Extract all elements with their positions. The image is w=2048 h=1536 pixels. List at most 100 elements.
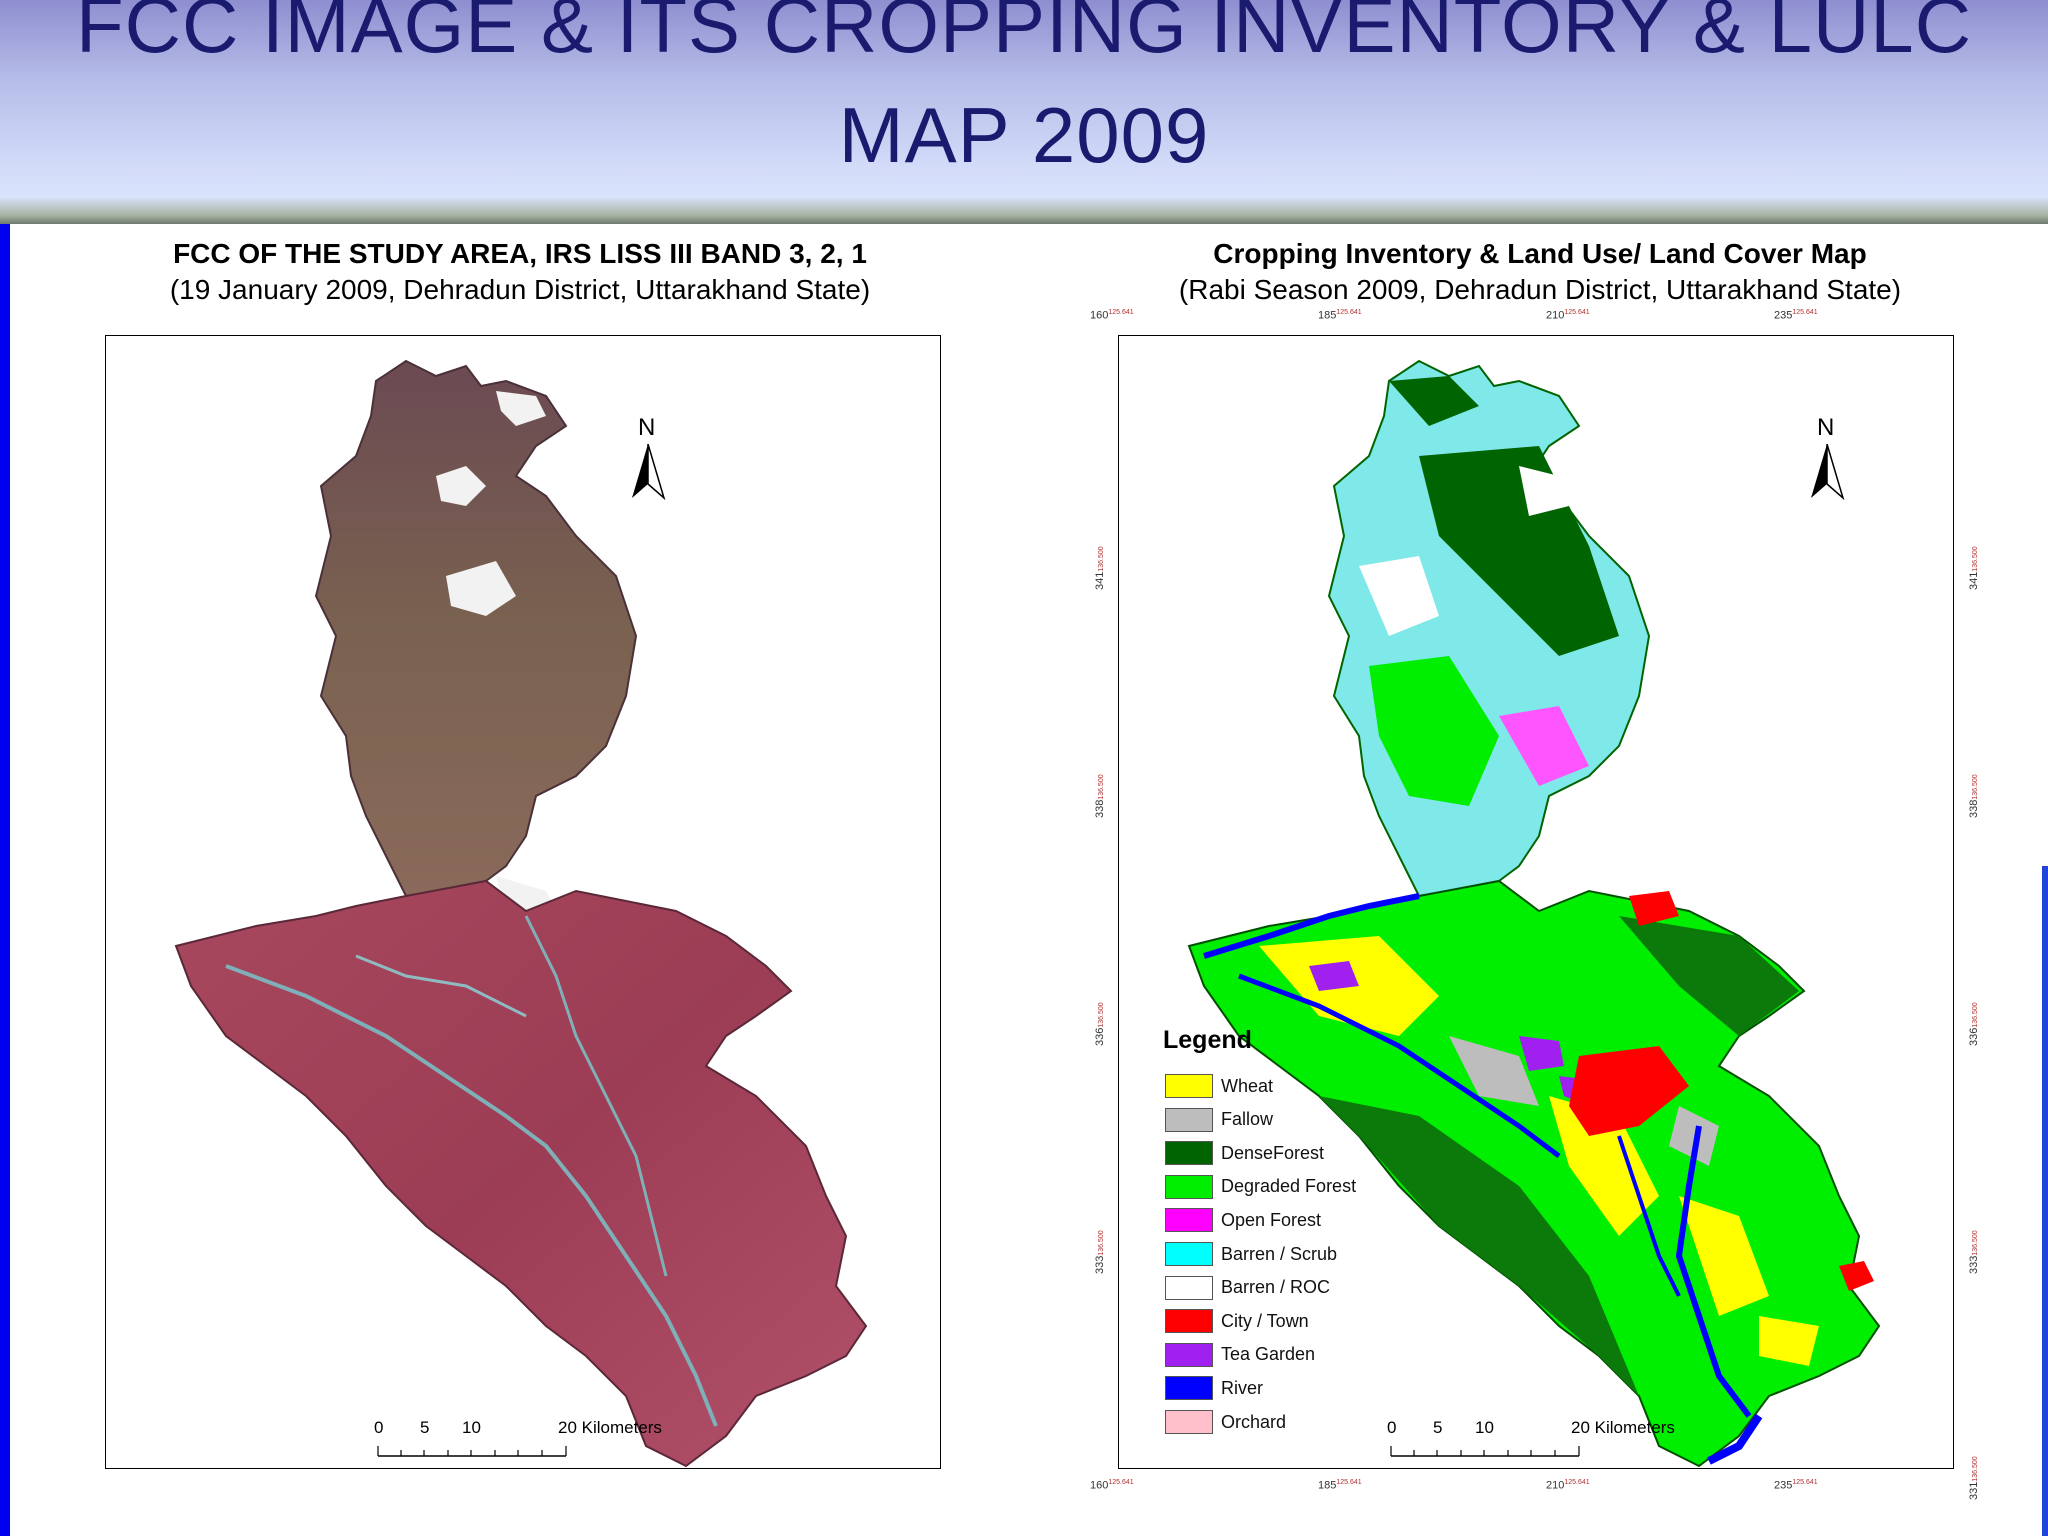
fcc-snow-patch: [436, 466, 486, 506]
fcc-scale-5: 5: [420, 1418, 430, 1437]
legend-label: Degraded Forest: [1221, 1176, 1357, 1197]
grid-label-bottom: 185125.641: [1318, 1479, 1362, 1492]
grid-label-left: 333136.500: [1094, 1230, 1106, 1274]
fcc-subtitle: (19 January 2009, Dehradun District, Utt…: [169, 274, 871, 305]
grid-label-right: 331136.500: [1968, 1456, 1980, 1500]
fcc-scale-bar: [377, 1446, 567, 1457]
lulc-map-frame: N Legend Wheat Fallow DenseForest Degraded …: [1118, 335, 1954, 1469]
fcc-satellite-image: [174, 359, 868, 1468]
grid-label-bottom: 235125.641: [1774, 1479, 1818, 1492]
legend-item: Open Forest: [1165, 1206, 1321, 1234]
grid-label-top: 185125.641: [1318, 309, 1362, 322]
legend-item: River: [1165, 1374, 1263, 1402]
legend-label: DenseForest: [1221, 1142, 1325, 1163]
right-edge-bar: [2042, 866, 2048, 1536]
lulc-river: [1675, 1125, 1752, 1418]
legend-swatch: [1165, 1208, 1213, 1233]
legend-swatch: [1165, 1174, 1213, 1199]
slide-header: FCC IMAGE & ITS CROPPING INVENTORY & LUL…: [0, 0, 2048, 224]
legend-swatch: [1165, 1074, 1213, 1098]
grid-label-left: 336136.500: [1094, 1002, 1106, 1046]
fcc-river-channel: [524, 915, 668, 1277]
fcc-scale-0: 0: [374, 1418, 384, 1437]
legend-label: Barren / ROC: [1221, 1277, 1331, 1298]
fcc-river-channel: [355, 954, 527, 1018]
legend-item: Fallow: [1165, 1106, 1273, 1134]
legend-label: River: [1221, 1377, 1264, 1398]
fcc-mountain-region: [314, 359, 638, 898]
grid-label-left: 338136.500: [1094, 774, 1106, 818]
slide-title: FCC IMAGE & ITS CROPPING INVENTORY & LUL…: [75, 0, 1973, 179]
lulc-fallow-patch: [1449, 1036, 1539, 1106]
legend-swatch: [1165, 1410, 1213, 1434]
grid-label-left: 341136.500: [1094, 546, 1106, 590]
north-arrow-icon: [1811, 444, 1845, 500]
lulc-subtitle: (Rabi Season 2009, Dehradun District, Ut…: [1178, 274, 1902, 305]
lulc-scale-10: 10: [1475, 1418, 1494, 1437]
fcc-scale-20: 20 Kilometers: [558, 1418, 662, 1437]
fcc-map-frame: N 0 5 10 20 Kilometers: [105, 335, 941, 1469]
legend-swatch: [1165, 1275, 1213, 1300]
lulc-wheat-patch: [1679, 1196, 1769, 1316]
legend-swatch: [1165, 1342, 1213, 1367]
lulc-dense-forest-patch: [1319, 1096, 1639, 1396]
legend-swatch: [1165, 1309, 1213, 1334]
fcc-snow-patch: [496, 391, 546, 426]
legend-item: Tea Garden: [1165, 1341, 1315, 1369]
lulc-open-forest-patch: [1499, 706, 1589, 786]
lulc-river: [1707, 1413, 1763, 1465]
lulc-city-patch: [1839, 1261, 1874, 1291]
legend-item: Wheat: [1165, 1072, 1273, 1100]
legend-swatch: [1165, 1107, 1213, 1132]
lulc-dense-forest-patch: [1389, 376, 1479, 426]
lulc-wheat-patch: [1549, 1096, 1659, 1236]
left-edge-bar: [0, 224, 10, 1536]
lulc-scale-20: 20 Kilometers: [1571, 1418, 1675, 1437]
legend-swatch: [1165, 1141, 1213, 1166]
grid-label-bottom: 160125.641: [1090, 1479, 1134, 1492]
lulc-scale-0: 0: [1387, 1418, 1397, 1437]
legend-swatch: [1165, 1376, 1213, 1401]
fcc-plains-region: [174, 879, 868, 1468]
lulc-dense-forest-patch: [1419, 446, 1619, 656]
lulc-degraded-forest-patch: [1369, 656, 1499, 806]
lulc-classified-map: [1187, 359, 1881, 1468]
legend-item: DenseForest: [1165, 1139, 1324, 1167]
fcc-north-label: N: [638, 414, 656, 441]
lulc-city-patch: [1569, 1046, 1689, 1136]
legend-label: Open Forest: [1221, 1209, 1322, 1230]
lulc-scale-5: 5: [1433, 1418, 1443, 1437]
grid-label-top: 235125.641: [1774, 309, 1818, 322]
legend-item: Orchard: [1165, 1408, 1286, 1436]
legend-label: Barren / Scrub: [1221, 1243, 1338, 1264]
grid-label-right: 338136.500: [1968, 774, 1980, 818]
lulc-city-patch: [1629, 891, 1679, 926]
legend-swatch: [1165, 1242, 1213, 1266]
lulc-title: Cropping Inventory & Land Use/ Land Cove…: [1213, 238, 1867, 269]
fcc-snow-patch: [446, 561, 516, 616]
legend-label: Orchard: [1221, 1411, 1287, 1432]
lulc-tea-garden-patch: [1519, 1036, 1564, 1071]
lulc-river: [1617, 1135, 1681, 1297]
fcc-scale-10: 10: [462, 1418, 481, 1437]
legend-item: Barren / ROC: [1165, 1274, 1330, 1302]
legend-label: Fallow: [1221, 1109, 1274, 1130]
legend-item: City / Town: [1165, 1307, 1309, 1335]
grid-label-right: 333136.500: [1968, 1230, 1980, 1274]
fcc-title: FCC OF THE STUDY AREA, IRS LISS III BAND…: [173, 238, 867, 269]
lulc-barren-roc-patch: [1519, 466, 1569, 516]
grid-label-top: 210125.641: [1546, 309, 1590, 322]
legend-label: City / Town: [1221, 1310, 1309, 1331]
legend-title: Legend: [1163, 1026, 1252, 1054]
grid-label-bottom: 210125.641: [1546, 1479, 1590, 1492]
lulc-wheat-patch: [1759, 1316, 1819, 1366]
legend-label: Tea Garden: [1221, 1344, 1316, 1365]
lulc-scale-bar: [1390, 1446, 1580, 1457]
fcc-river-channel: [225, 964, 718, 1427]
lulc-river: [1238, 973, 1561, 1158]
north-arrow-icon: [632, 444, 666, 500]
lulc-tea-garden-patch: [1309, 961, 1359, 991]
grid-label-right: 341136.500: [1968, 546, 1980, 590]
lulc-north-label: N: [1817, 414, 1835, 441]
legend-item: Degraded Forest: [1165, 1173, 1356, 1201]
